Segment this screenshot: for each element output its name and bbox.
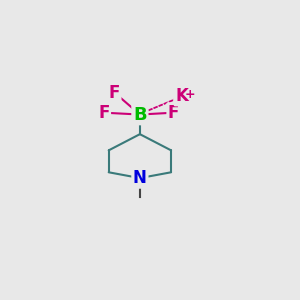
Text: F: F xyxy=(109,84,120,102)
Text: K: K xyxy=(175,87,188,105)
Text: F: F xyxy=(98,104,110,122)
Text: B: B xyxy=(133,106,147,124)
Text: F: F xyxy=(168,104,179,122)
Text: N: N xyxy=(133,169,147,187)
Text: +: + xyxy=(184,88,195,101)
